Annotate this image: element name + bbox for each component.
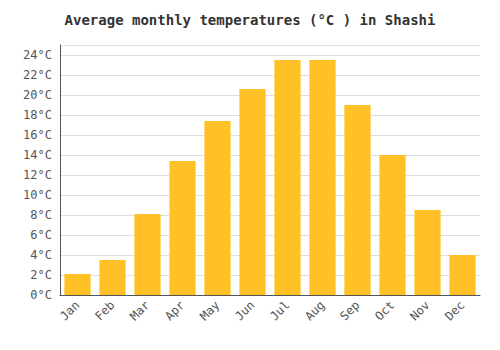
svg-text:Jun: Jun <box>232 298 257 323</box>
svg-text:Mar: Mar <box>127 298 152 323</box>
svg-text:Jan: Jan <box>57 298 82 323</box>
svg-text:8°C: 8°C <box>30 208 52 222</box>
svg-text:Average monthly temperatures (: Average monthly temperatures (°C ) in Sh… <box>65 12 436 28</box>
svg-text:Sep: Sep <box>337 298 362 323</box>
svg-text:Nov: Nov <box>407 298 432 323</box>
svg-text:Feb: Feb <box>92 298 117 323</box>
svg-text:22°C: 22°C <box>23 68 52 82</box>
svg-text:Aug: Aug <box>302 298 327 323</box>
svg-text:18°C: 18°C <box>23 108 52 122</box>
svg-text:Oct: Oct <box>372 298 397 323</box>
svg-text:May: May <box>197 298 222 323</box>
svg-text:4°C: 4°C <box>30 248 52 262</box>
svg-text:Jul: Jul <box>267 298 292 323</box>
svg-text:10°C: 10°C <box>23 188 52 202</box>
svg-text:16°C: 16°C <box>23 128 52 142</box>
svg-text:24°C: 24°C <box>23 48 52 62</box>
svg-text:6°C: 6°C <box>30 228 52 242</box>
svg-text:Apr: Apr <box>162 298 187 323</box>
svg-text:12°C: 12°C <box>23 168 52 182</box>
svg-text:0°C: 0°C <box>30 288 52 302</box>
svg-text:14°C: 14°C <box>23 148 52 162</box>
svg-text:Dec: Dec <box>442 298 467 323</box>
svg-text:20°C: 20°C <box>23 88 52 102</box>
svg-text:2°C: 2°C <box>30 268 52 282</box>
